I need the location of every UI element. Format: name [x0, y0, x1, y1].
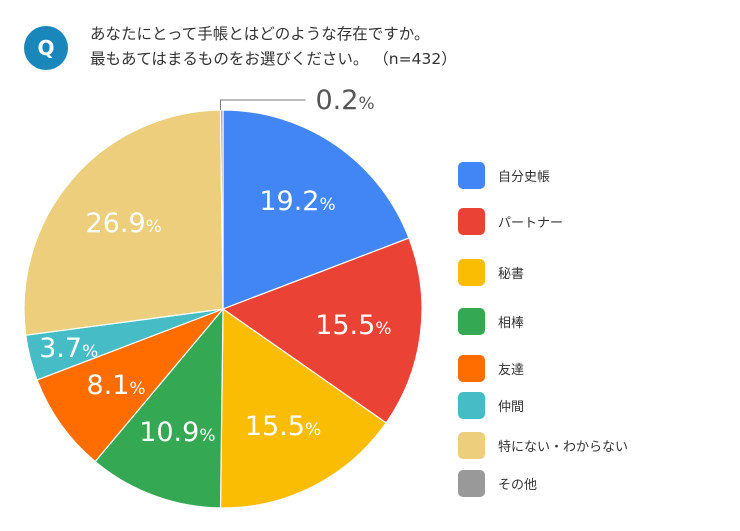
data-label-8: 0.2% — [315, 85, 374, 116]
data-label-1: 19.2% — [259, 186, 335, 217]
data-label-2: 15.5% — [315, 310, 391, 341]
data-label-5: 8.1% — [86, 370, 145, 401]
legend-swatch — [458, 392, 485, 419]
question-badge: Q — [24, 26, 68, 70]
legend-label: その他 — [498, 478, 538, 493]
legend-label: 友達 — [498, 363, 525, 378]
legend-item-1: 自分史帳 — [458, 162, 550, 189]
legend-item-8: その他 — [458, 470, 537, 497]
callout-line-8 — [219, 99, 306, 111]
data-label-3: 15.5% — [245, 411, 321, 442]
legend-label: 仲間 — [498, 400, 525, 415]
pie-slice-8 — [219, 109, 224, 310]
legend-swatch — [458, 355, 485, 382]
legend-label: 秘書 — [498, 267, 525, 282]
pie-slice-4 — [94, 307, 224, 509]
legend-item-4: 相棒 — [458, 308, 524, 335]
legend-label: パートナー — [498, 216, 564, 231]
question-text: あなたにとって手帳とはどのような存在ですか。 最もあてはまるものをお選びください… — [90, 22, 457, 72]
legend-item-6: 仲間 — [458, 392, 524, 419]
question-line-1: あなたにとって手帳とはどのような存在ですか。 — [90, 25, 430, 43]
legend-label: 相棒 — [498, 316, 525, 331]
legend-item-3: 秘書 — [458, 259, 524, 286]
legend-swatch — [458, 162, 485, 189]
legend-label: 自分史帳 — [498, 170, 551, 185]
legend-swatch — [458, 432, 485, 459]
legend-item-2: パートナー — [458, 208, 563, 235]
pie-slice-7 — [23, 109, 224, 336]
pie-slice-2 — [221, 237, 423, 424]
pie-slice-5 — [36, 307, 225, 463]
legend-swatch — [458, 308, 485, 335]
data-label-7: 26.9% — [86, 208, 162, 239]
legend-item-5: 友達 — [458, 355, 524, 382]
legend-label: 特にない・わからない — [498, 440, 629, 455]
data-label-4: 10.9% — [139, 417, 215, 448]
data-label-6: 3.7% — [39, 333, 98, 364]
legend-swatch — [458, 259, 485, 286]
legend-swatch — [458, 208, 485, 235]
legend-swatch — [458, 470, 485, 497]
legend-item-7: 特にない・わからない — [458, 432, 628, 459]
pie-slice-1 — [222, 109, 410, 310]
pie-slice-3 — [219, 307, 388, 509]
question-line-2: 最もあてはまるものをお選びください。 （n=432） — [90, 50, 457, 68]
